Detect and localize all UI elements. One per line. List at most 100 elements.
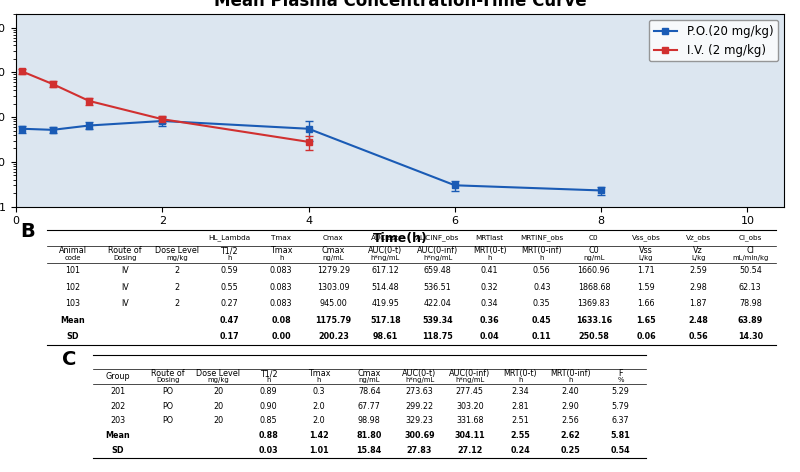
Text: Vss_obs: Vss_obs: [631, 235, 661, 242]
Text: 20: 20: [214, 387, 223, 396]
Text: 1369.83: 1369.83: [578, 299, 610, 308]
Text: 1279.29: 1279.29: [317, 267, 350, 276]
Text: 0.04: 0.04: [480, 332, 499, 341]
Text: 78.64: 78.64: [358, 387, 381, 396]
Text: 514.48: 514.48: [372, 283, 399, 292]
Text: 0.27: 0.27: [220, 299, 238, 308]
Text: 250.58: 250.58: [578, 332, 610, 341]
Text: h: h: [518, 377, 522, 383]
Text: 1.71: 1.71: [638, 267, 655, 276]
Text: 0.35: 0.35: [533, 299, 550, 308]
Text: 1.65: 1.65: [636, 316, 656, 325]
Text: T1/2: T1/2: [260, 369, 278, 378]
Text: 1660.96: 1660.96: [578, 267, 610, 276]
Text: 67.77: 67.77: [358, 402, 381, 411]
Text: 0.47: 0.47: [219, 316, 239, 325]
Text: 62.13: 62.13: [739, 283, 762, 292]
Text: 0.32: 0.32: [481, 283, 498, 292]
Text: 2.40: 2.40: [562, 387, 579, 396]
Title: Mean Plasma Concentration-Time Curve: Mean Plasma Concentration-Time Curve: [214, 0, 586, 10]
Text: 945.00: 945.00: [319, 299, 347, 308]
Text: 1868.68: 1868.68: [578, 283, 610, 292]
Text: 0.083: 0.083: [270, 267, 293, 276]
Text: 2.56: 2.56: [562, 416, 579, 425]
Text: Dosing: Dosing: [113, 255, 137, 261]
Text: 2.0: 2.0: [313, 402, 326, 411]
Text: IV: IV: [121, 267, 129, 276]
Text: 5.29: 5.29: [612, 387, 630, 396]
Text: Tmax: Tmax: [270, 246, 293, 255]
Text: 0.54: 0.54: [611, 446, 630, 455]
Text: 63.89: 63.89: [738, 316, 763, 325]
Text: Dose Level: Dose Level: [155, 246, 199, 255]
Text: IV: IV: [121, 283, 129, 292]
Text: 2.51: 2.51: [511, 416, 529, 425]
Text: MRTINF_obs: MRTINF_obs: [520, 235, 563, 242]
Text: 81.80: 81.80: [357, 431, 382, 440]
Text: 329.23: 329.23: [406, 416, 434, 425]
Text: %: %: [618, 377, 624, 383]
Text: 27.83: 27.83: [407, 446, 432, 455]
Text: 2.55: 2.55: [510, 431, 530, 440]
Text: 0.083: 0.083: [270, 283, 293, 292]
Text: PO: PO: [162, 416, 174, 425]
Text: 0.3: 0.3: [313, 387, 326, 396]
Text: 273.63: 273.63: [406, 387, 434, 396]
Text: 203: 203: [110, 416, 126, 425]
Text: mg/kg: mg/kg: [166, 255, 188, 261]
Text: 0.85: 0.85: [260, 416, 278, 425]
Text: Tmax: Tmax: [308, 369, 330, 378]
Text: 98.98: 98.98: [358, 416, 381, 425]
Text: 422.04: 422.04: [424, 299, 451, 308]
Text: mg/kg: mg/kg: [207, 377, 230, 383]
Text: 1303.09: 1303.09: [317, 283, 350, 292]
Text: 331.68: 331.68: [456, 416, 483, 425]
Text: 304.11: 304.11: [454, 431, 485, 440]
Text: Dose Level: Dose Level: [197, 369, 241, 378]
Text: Cl_obs: Cl_obs: [738, 235, 762, 242]
Text: L/kg: L/kg: [638, 255, 654, 261]
Text: h: h: [568, 377, 573, 383]
Text: 0.88: 0.88: [259, 431, 278, 440]
Text: B: B: [20, 222, 34, 242]
Text: 277.45: 277.45: [456, 387, 484, 396]
Text: 102: 102: [66, 283, 80, 292]
Text: 101: 101: [66, 267, 80, 276]
Text: 0.43: 0.43: [533, 283, 550, 292]
Text: Cl: Cl: [746, 246, 754, 255]
Text: 617.12: 617.12: [371, 267, 399, 276]
Text: 539.34: 539.34: [422, 316, 453, 325]
Text: 1.59: 1.59: [637, 283, 655, 292]
Text: 0.083: 0.083: [270, 299, 293, 308]
Text: 2.81: 2.81: [511, 402, 529, 411]
Text: 14.30: 14.30: [738, 332, 763, 341]
Text: SD: SD: [112, 446, 124, 455]
Text: 2: 2: [174, 283, 179, 292]
Text: 1.87: 1.87: [690, 299, 707, 308]
Text: 78.98: 78.98: [739, 299, 762, 308]
Text: 20: 20: [214, 416, 223, 425]
Text: 1633.16: 1633.16: [576, 316, 612, 325]
Text: 303.20: 303.20: [456, 402, 484, 411]
Text: 0.03: 0.03: [259, 446, 278, 455]
Text: h*ng/mL: h*ng/mL: [405, 377, 434, 383]
Text: Cmax: Cmax: [323, 235, 344, 241]
Text: 1.42: 1.42: [309, 431, 329, 440]
Legend: P.O.(20 mg/kg), I.V. (2 mg/kg): P.O.(20 mg/kg), I.V. (2 mg/kg): [649, 20, 778, 61]
Text: ng/mL: ng/mL: [322, 255, 344, 261]
Text: h: h: [487, 255, 492, 261]
Text: HL_Lambda: HL_Lambda: [208, 235, 250, 242]
Text: AUClast: AUClast: [371, 235, 399, 241]
Text: 0.36: 0.36: [480, 316, 499, 325]
Text: h: h: [227, 255, 231, 261]
Text: 0.41: 0.41: [481, 267, 498, 276]
Text: AUC(0-inf): AUC(0-inf): [449, 369, 490, 378]
Text: Vz_obs: Vz_obs: [686, 235, 710, 242]
Text: 2: 2: [174, 267, 179, 276]
Text: 0.24: 0.24: [510, 446, 530, 455]
Text: 2.90: 2.90: [562, 402, 579, 411]
Text: 50.54: 50.54: [739, 267, 762, 276]
Text: 6.37: 6.37: [612, 416, 630, 425]
Text: Animal: Animal: [58, 246, 86, 255]
Text: 1175.79: 1175.79: [315, 316, 351, 325]
